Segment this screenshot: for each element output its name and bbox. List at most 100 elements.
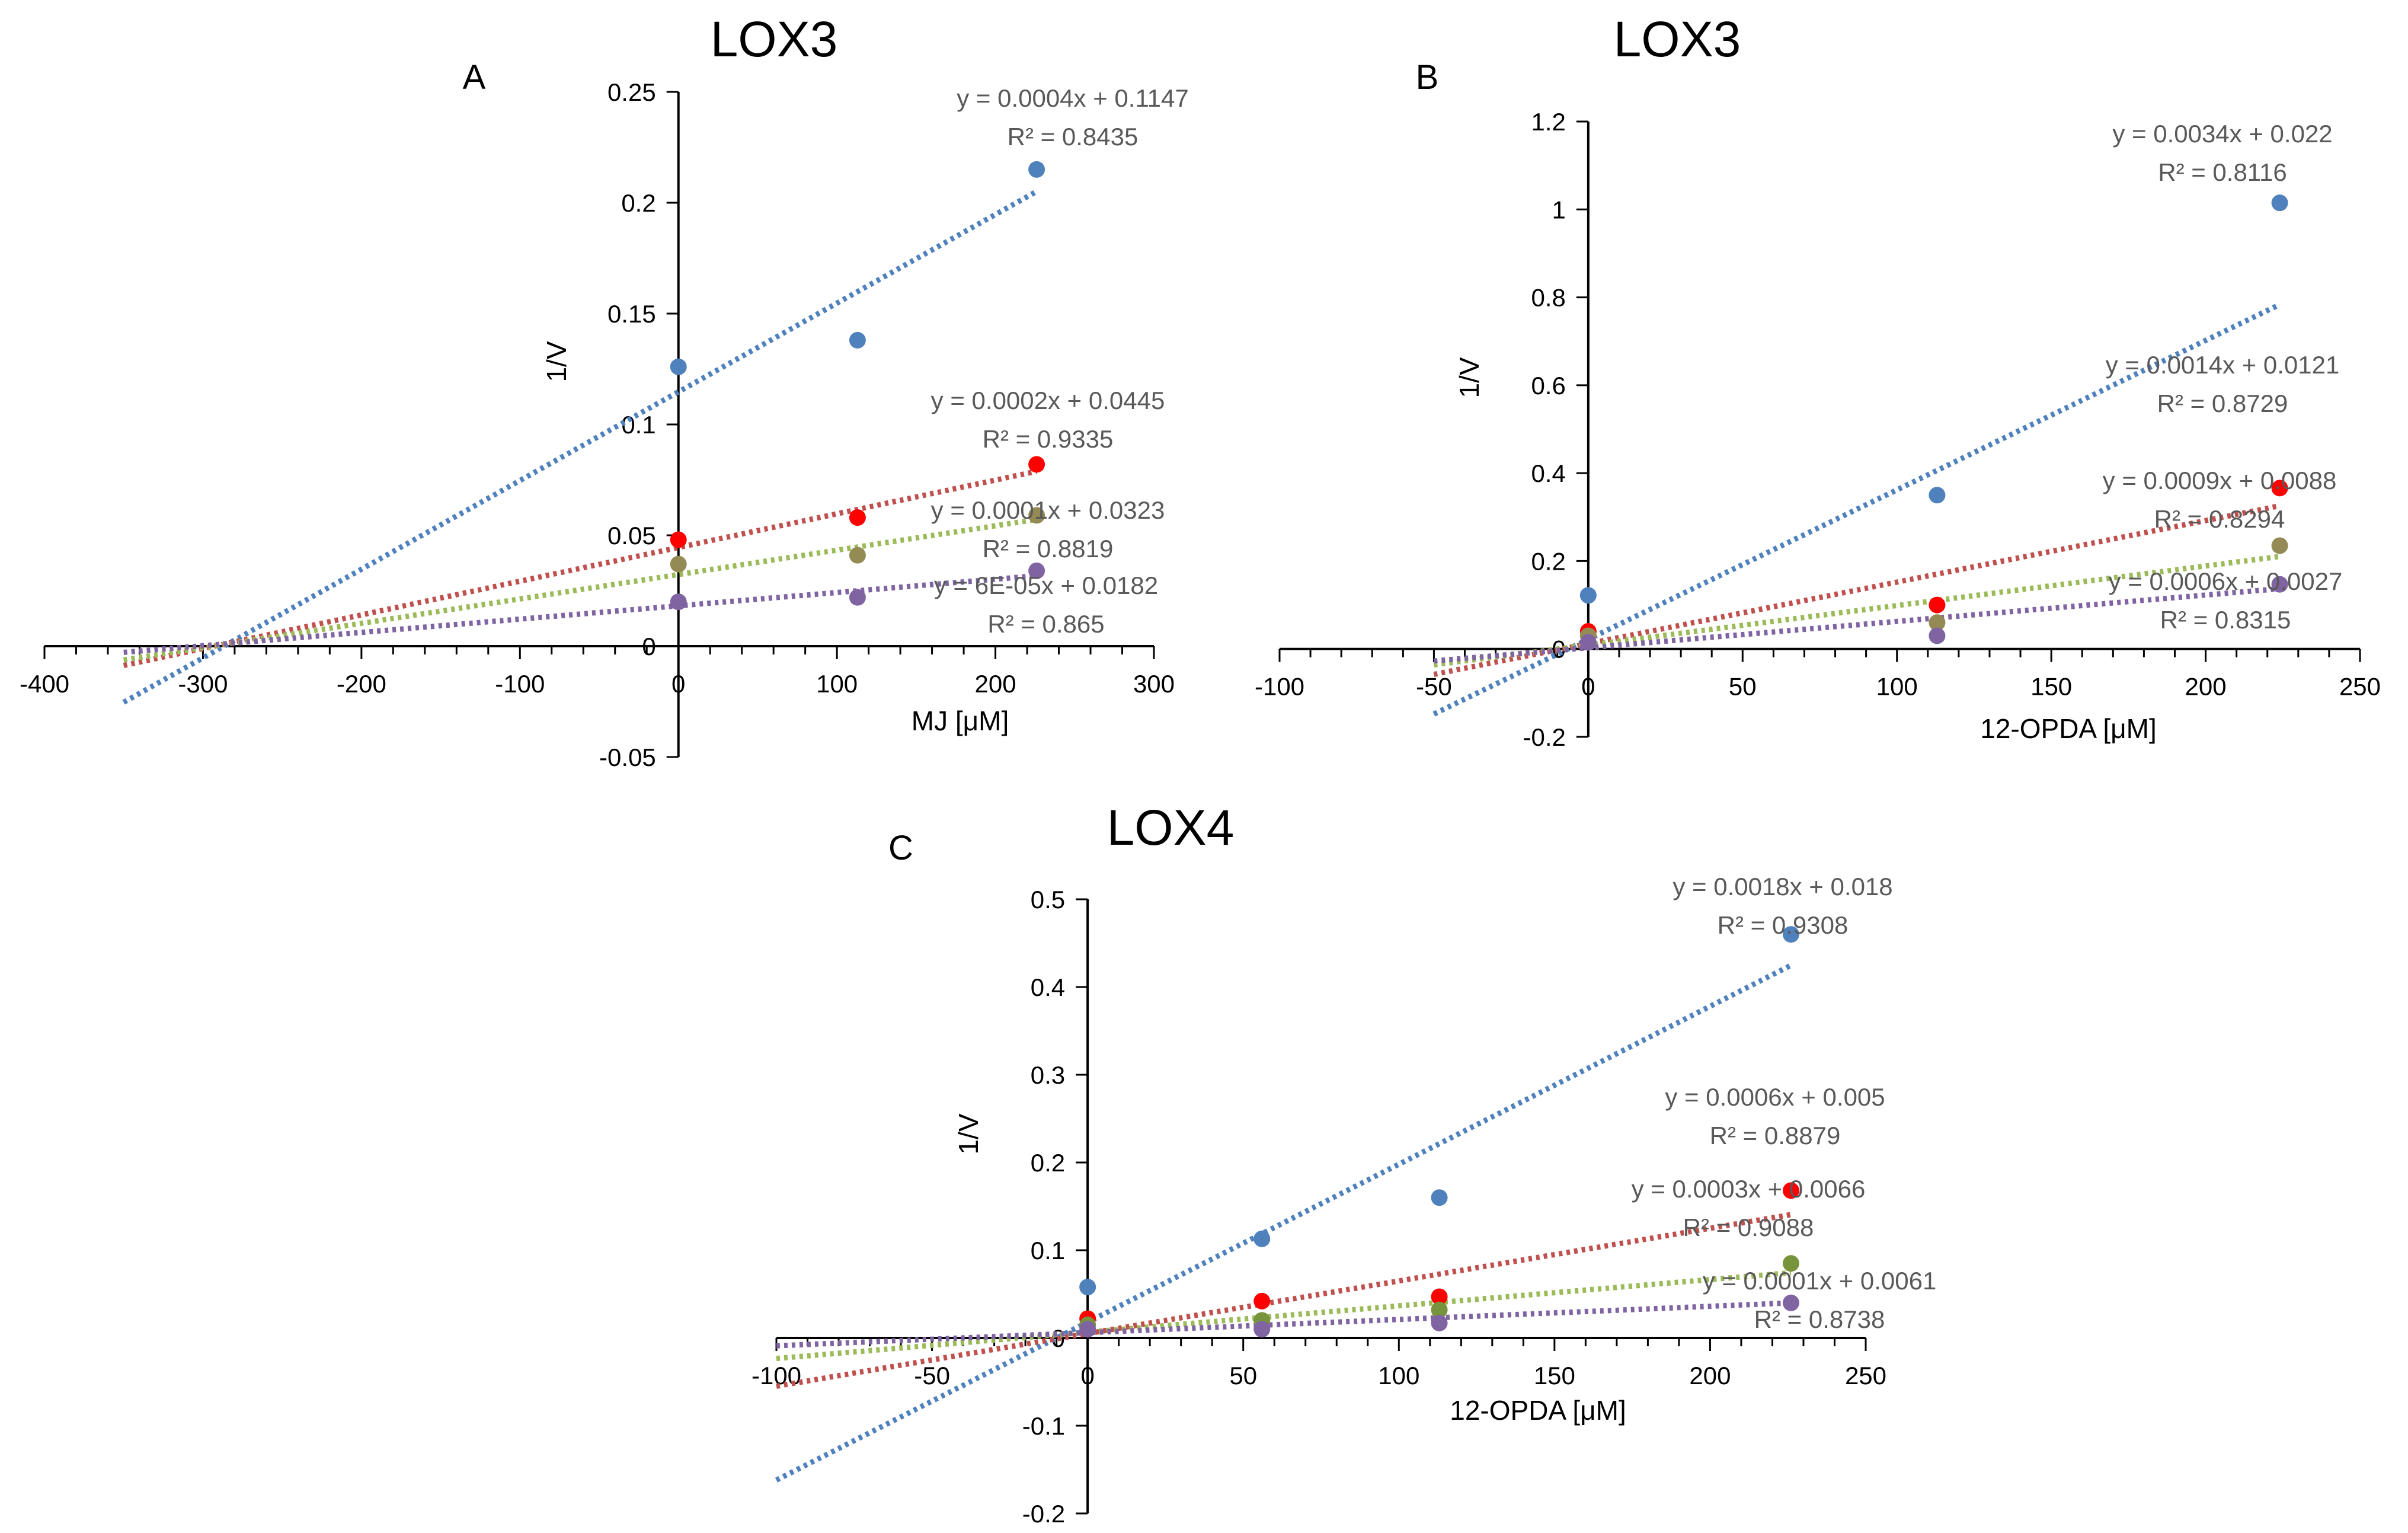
y-tick-label: 0.5 [1031, 886, 1065, 914]
trendline-series-4 [776, 1300, 1792, 1349]
x-tick-label: 250 [2339, 673, 2381, 701]
data-point-series-4 [670, 593, 687, 611]
x-tick-label: 50 [1229, 1362, 1257, 1390]
y-tick-label: 0.25 [607, 78, 656, 106]
trendline-r2: R² = 0.9308 [1718, 911, 1849, 939]
y-tick-label: 1 [1552, 196, 1565, 223]
data-point-series-2 [1929, 596, 1946, 614]
y-tick-label: -0.2 [1523, 723, 1565, 751]
data-point-series-2 [1028, 456, 1045, 473]
data-point-series-3 [1431, 1301, 1448, 1318]
x-axis-label: 12-OPDA [μM] [1980, 713, 2156, 744]
y-tick-label: 0.8 [1531, 284, 1565, 312]
data-point-series-1 [2271, 194, 2288, 212]
x-tick-label: 150 [2030, 673, 2072, 701]
trendline-equation: y = 0.0018x + 0.018 [1673, 873, 1892, 900]
x-tick-label: 100 [1876, 673, 1918, 701]
x-tick-label: 50 [1729, 673, 1757, 701]
x-tick-label: 0 [1080, 1362, 1094, 1390]
x-tick-label: 0 [671, 670, 685, 698]
data-point-series-1 [1579, 587, 1597, 604]
trendline-equation: y = 0.0003x + 0.0066 [1632, 1175, 1866, 1203]
trendline-series-1 [1432, 302, 2281, 717]
trendline-r2: R² = 0.8294 [2154, 505, 2285, 533]
trendline-r2: R² = 0.9335 [983, 425, 1114, 453]
data-point-series-4 [1028, 562, 1045, 579]
trendline-series-4 [123, 573, 1037, 655]
data-point-series-4 [1782, 1294, 1799, 1311]
trendline-r2: R² = 0.8729 [2157, 389, 2288, 417]
trendline-equation: y = 0.0006x + 0.005 [1665, 1083, 1885, 1111]
y-tick-label: 0.2 [621, 189, 655, 217]
x-axis-label: 12-OPDA [μM] [1450, 1395, 1626, 1426]
trendline-series-2 [1433, 503, 2281, 678]
trendline-series-4 [1434, 586, 2280, 664]
trendline-series-2 [123, 468, 1038, 668]
chart-panel-a: LOX3 A -400 -300 -200 -100 0 100 200 300 -0.05 0 0.0… [20, 11, 1189, 771]
chart-title: LOX3 [711, 11, 838, 67]
data-point-series-1 [1782, 926, 1799, 943]
x-tick-label: 0 [1581, 673, 1595, 701]
data-point-series-4 [1253, 1321, 1271, 1338]
trendline-r2: R² = 0.8435 [1008, 123, 1139, 151]
trendline-series-3 [776, 1270, 1792, 1362]
x-axis-label: MJ [μM] [912, 705, 1009, 736]
x-tick-label: 200 [2185, 673, 2227, 701]
data-point-series-4 [1579, 634, 1597, 651]
data-point-series-4 [849, 589, 866, 606]
chart-panel-c: LOX4C-100-50050100150200250-0.2-0.100.10… [751, 800, 1936, 1528]
panel-letter: B [1416, 58, 1439, 97]
y-tick-label: -0.2 [1022, 1500, 1065, 1528]
trendline-equation: y = 0.0034x + 0.022 [2112, 120, 2332, 148]
data-point-series-2 [1253, 1292, 1271, 1310]
y-axis-label: 1/V [1454, 357, 1485, 398]
panel-letter: A [463, 58, 486, 97]
y-tick-label: 1.2 [1531, 108, 1565, 136]
y-tick-label: 0.2 [1031, 1149, 1065, 1177]
trendline-equation: y = 6E-05x + 0.0182 [934, 571, 1158, 599]
y-tick-label: 0.2 [1531, 547, 1565, 575]
trendline-r2: R² = 0.8879 [1710, 1122, 1841, 1149]
y-tick-label: 0.15 [607, 300, 656, 328]
data-point-series-3 [849, 547, 866, 564]
x-tick-label: 100 [1378, 1362, 1419, 1390]
data-point-series-3 [1929, 614, 1946, 631]
chart-panel-b: LOX3B-100-50050100150200250-0.200.20.40.… [1255, 11, 2381, 751]
data-point-series-4 [1079, 1321, 1096, 1338]
x-tick-label: -100 [495, 670, 545, 698]
data-point-series-1 [1028, 161, 1045, 178]
data-point-series-3 [670, 555, 687, 573]
x-tick-label: 150 [1534, 1362, 1575, 1390]
data-point-series-1 [1079, 1279, 1096, 1296]
y-tick-label: -0.1 [1022, 1412, 1065, 1440]
y-tick-label: 0.3 [1031, 1061, 1065, 1089]
x-tick-label: 250 [1845, 1362, 1886, 1390]
trendline-equation: y = 0.0004x + 0.1147 [957, 84, 1189, 112]
data-point-series-2 [1782, 1182, 1799, 1199]
data-point-series-2 [1431, 1288, 1448, 1305]
x-tick-label: 100 [816, 670, 858, 698]
x-tick-label: 300 [1133, 670, 1175, 698]
y-axis-label: 1/V [541, 341, 572, 382]
data-point-series-3 [1028, 507, 1045, 524]
trendline-r2: R² = 0.8116 [2158, 158, 2287, 186]
y-tick-label: 0 [642, 633, 655, 660]
y-tick-label: 0.1 [1031, 1237, 1065, 1264]
x-tick-label: -400 [20, 670, 69, 698]
panel-letter: C [888, 829, 913, 867]
data-point-series-2 [849, 509, 866, 526]
trendline-equation: y = 0.0001x + 0.0061 [1703, 1267, 1937, 1295]
x-tick-label: -200 [337, 670, 386, 698]
y-tick-label: 0.4 [1031, 973, 1065, 1001]
x-tick-label: 200 [975, 670, 1016, 698]
data-point-series-2 [2271, 480, 2288, 497]
trendline-equation: y = 0.0006x + 0.0027 [2109, 567, 2343, 595]
x-tick-label: -100 [1255, 673, 1304, 701]
trendline-series-1 [775, 963, 1793, 1483]
trendline-equation: y = 0.0014x + 0.0121 [2106, 351, 2340, 379]
trendline-series-2 [776, 1212, 1792, 1389]
trendline-r2: R² = 0.8738 [1754, 1305, 1885, 1333]
trendline-r2: R² = 0.8315 [2160, 606, 2291, 634]
data-point-series-2 [670, 531, 687, 548]
data-point-series-1 [1929, 487, 1946, 504]
